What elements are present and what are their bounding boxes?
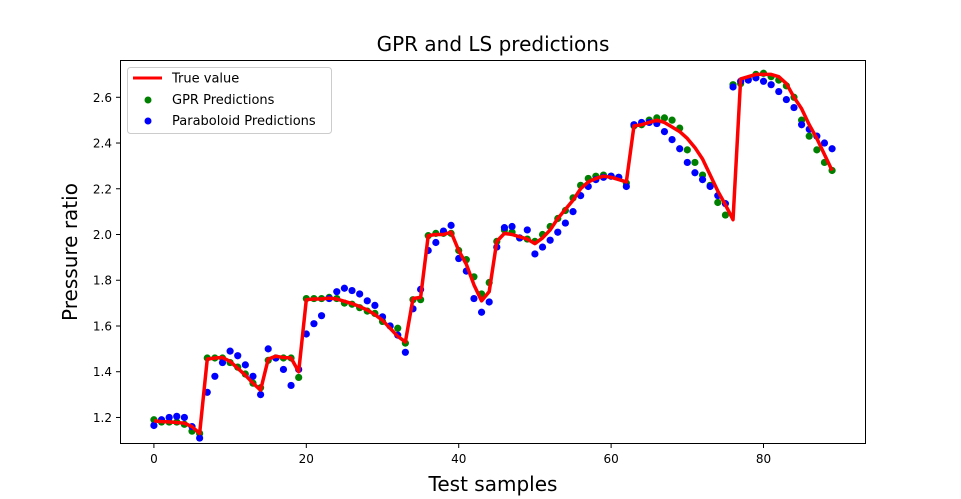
legend-label-gpr: GPR Predictions — [172, 93, 275, 108]
paraboloid-predictions-point — [508, 222, 516, 231]
paraboloid-predictions-point — [759, 77, 768, 85]
paraboloid-predictions-point — [500, 224, 509, 232]
y-axis-title: Pressure ratio — [58, 183, 82, 321]
gpr-predictions-point — [721, 211, 730, 219]
paraboloid-predictions-point — [820, 139, 829, 147]
paraboloid-predictions-point — [317, 312, 326, 320]
gpr-predictions-point — [668, 116, 676, 124]
legend-label-true-value: True value — [171, 72, 239, 87]
legend-label-paraboloid: Paraboloid Predictions — [172, 114, 316, 129]
paraboloid-predictions-point — [226, 347, 234, 355]
gpr-predictions-point — [714, 198, 722, 207]
y-tick-label: 2.4 — [93, 137, 112, 151]
paraboloid-predictions-point — [538, 243, 547, 251]
x-tick-label: 40 — [451, 452, 466, 466]
gpr-predictions-point — [691, 158, 699, 167]
y-tick-label: 2.0 — [93, 228, 112, 242]
gpr-predictions-point — [683, 146, 691, 154]
paraboloid-predictions-point — [371, 301, 379, 309]
gpr-predictions-point — [295, 373, 303, 382]
paraboloid-predictions-point — [622, 182, 630, 191]
paraboloid-predictions-point — [729, 83, 737, 91]
paraboloid-predictions-point — [554, 228, 562, 236]
plot-frame — [120, 60, 866, 444]
paraboloid-predictions-point — [485, 298, 493, 306]
paraboloid-predictions-point — [348, 286, 356, 295]
paraboloid-predictions-point — [363, 297, 371, 305]
true-value-line — [153, 72, 834, 436]
paraboloid-predictions-point — [287, 381, 295, 390]
x-axis-title: Test samples — [428, 472, 558, 496]
paraboloid-predictions-point — [218, 358, 227, 367]
x-tick-label: 60 — [603, 452, 618, 466]
paraboloid-predictions-point — [432, 238, 440, 247]
legend-swatch-paraboloid — [144, 117, 152, 125]
paraboloid-predictions-point — [660, 127, 669, 136]
paraboloid-predictions-point — [668, 135, 676, 144]
paraboloid-predictions-point — [401, 348, 409, 356]
gpr-predictions-point — [660, 114, 669, 122]
paraboloid-predictions-point — [165, 413, 173, 422]
paraboloid-predictions-point — [180, 413, 188, 422]
paraboloid-predictions-point — [561, 219, 569, 227]
paraboloid-predictions-point — [706, 182, 714, 191]
paraboloid-predictions-point — [249, 372, 257, 380]
paraboloid-predictions-point — [447, 221, 455, 229]
paraboloid-predictions-point — [790, 103, 798, 112]
y-axis: 1.2 1.4 1.6 1.8 2.0 2.2 2.4 2.6 — [93, 91, 120, 425]
paraboloid-predictions-point — [531, 250, 539, 258]
paraboloid-predictions-point — [470, 294, 478, 303]
legend: True value GPR Predictions Paraboloid Pr… — [127, 67, 332, 134]
x-axis: 0 20 40 60 80 — [150, 444, 771, 466]
paraboloid-predictions-point — [828, 145, 836, 153]
chart-title: GPR and LS predictions — [377, 32, 610, 56]
y-tick-label: 1.4 — [93, 365, 112, 379]
paraboloid-predictions-point — [698, 176, 707, 184]
legend-box — [127, 67, 332, 134]
paraboloid-predictions-point — [173, 412, 181, 420]
y-tick-label: 1.6 — [93, 319, 112, 333]
paraboloid-predictions-point — [775, 87, 783, 96]
y-tick-label: 1.2 — [93, 411, 112, 425]
paraboloid-predictions-point — [150, 421, 158, 430]
paraboloid-predictions-point — [798, 121, 806, 129]
x-tick-label: 0 — [150, 452, 158, 466]
paraboloid-predictions-point — [523, 226, 531, 234]
paraboloid-predictions-point — [340, 284, 349, 292]
paraboloid-predictions-point — [569, 208, 577, 216]
paraboloid-predictions-point — [241, 361, 249, 369]
y-tick-label: 1.8 — [93, 274, 112, 288]
paraboloid-predictions-point — [256, 391, 265, 399]
paraboloid-predictions-point — [546, 236, 554, 244]
gpr-predictions-point — [813, 146, 821, 154]
series-layer — [150, 69, 836, 442]
y-tick-label: 2.2 — [93, 182, 112, 196]
paraboloid-predictions-point — [310, 320, 318, 328]
paraboloid-predictions-point — [211, 372, 219, 380]
y-tick-label: 2.6 — [93, 91, 112, 105]
paraboloid-predictions-point — [477, 308, 486, 316]
paraboloid-predictions-point — [333, 288, 341, 296]
paraboloid-predictions-point — [196, 434, 204, 442]
paraboloid-predictions-point — [676, 145, 684, 153]
x-tick-label: 20 — [299, 452, 314, 466]
gpr-predictions-point — [394, 324, 402, 332]
paraboloid-predictions-point — [691, 169, 699, 177]
legend-swatch-gpr — [144, 96, 152, 104]
paraboloid-predictions-point — [356, 290, 364, 298]
x-tick-label: 80 — [756, 452, 771, 466]
paraboloid-predictions-point — [767, 81, 775, 89]
paraboloid-predictions-point — [279, 365, 288, 374]
paraboloid-predictions-point — [683, 158, 691, 167]
paraboloid-predictions-point — [234, 352, 242, 360]
paraboloid-predictions-point — [782, 95, 790, 104]
gpr-predictions-point — [805, 132, 813, 140]
paraboloid-predictions-point — [264, 345, 272, 353]
